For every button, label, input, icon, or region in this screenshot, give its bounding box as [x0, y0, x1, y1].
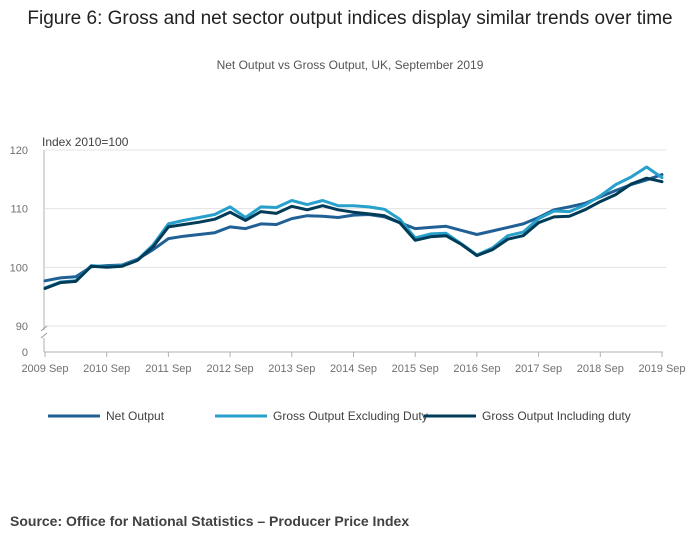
gridlines — [45, 149, 666, 327]
x-tick-label: 2019 Sep — [638, 363, 685, 375]
x-tick-label: 2009 Sep — [21, 363, 68, 375]
x-tick-label: 2017 Sep — [515, 363, 562, 375]
y-axis-break-icon — [40, 325, 48, 339]
line-chart: Index 2010=100 120 110 100 90 0 2009 Sep 2010 S… — [10, 135, 686, 423]
x-tick-label: 2014 Sep — [330, 363, 377, 375]
x-tick-label: 2016 Sep — [453, 363, 500, 375]
x-tick-label: 2013 Sep — [268, 363, 315, 375]
y-tick-label: 120 — [10, 145, 28, 157]
x-tick-label: 2015 Sep — [392, 363, 439, 375]
x-tick-label: 2012 Sep — [207, 363, 254, 375]
y-tick-label: 90 — [16, 321, 28, 333]
series-line-gross-output-including-duty — [43, 176, 664, 290]
y-tick-label: 110 — [10, 204, 28, 216]
y-tick-label: 100 — [10, 262, 28, 274]
source-note: Source: Office for National Statistics –… — [10, 513, 410, 529]
series-lines — [43, 165, 664, 290]
x-tick-label: 2011 Sep — [145, 363, 191, 375]
x-tick-label: 2018 Sep — [577, 363, 624, 375]
legend: Net Output Gross Output Excluding Duty Gro… — [48, 409, 631, 423]
legend-label: Gross Output Including duty — [482, 409, 631, 423]
y-tick-label: 0 — [22, 347, 28, 359]
chart-subtitle: Net Output vs Gross Output, UK, Septembe… — [216, 58, 484, 72]
chart-title: Figure 6: Gross and net sector output in… — [27, 8, 673, 29]
series-line-gross-output-excluding-duty — [43, 165, 664, 290]
x-tick-label: 2010 Sep — [83, 363, 130, 375]
axes: Index 2010=100 120 110 100 90 0 2009 Sep 2010 S… — [10, 135, 686, 375]
legend-label: Net Output — [106, 409, 165, 423]
series-line-net-output — [43, 173, 664, 283]
legend-label: Gross Output Excluding Duty — [273, 409, 428, 423]
y-axis-unit-label: Index 2010=100 — [42, 135, 129, 149]
